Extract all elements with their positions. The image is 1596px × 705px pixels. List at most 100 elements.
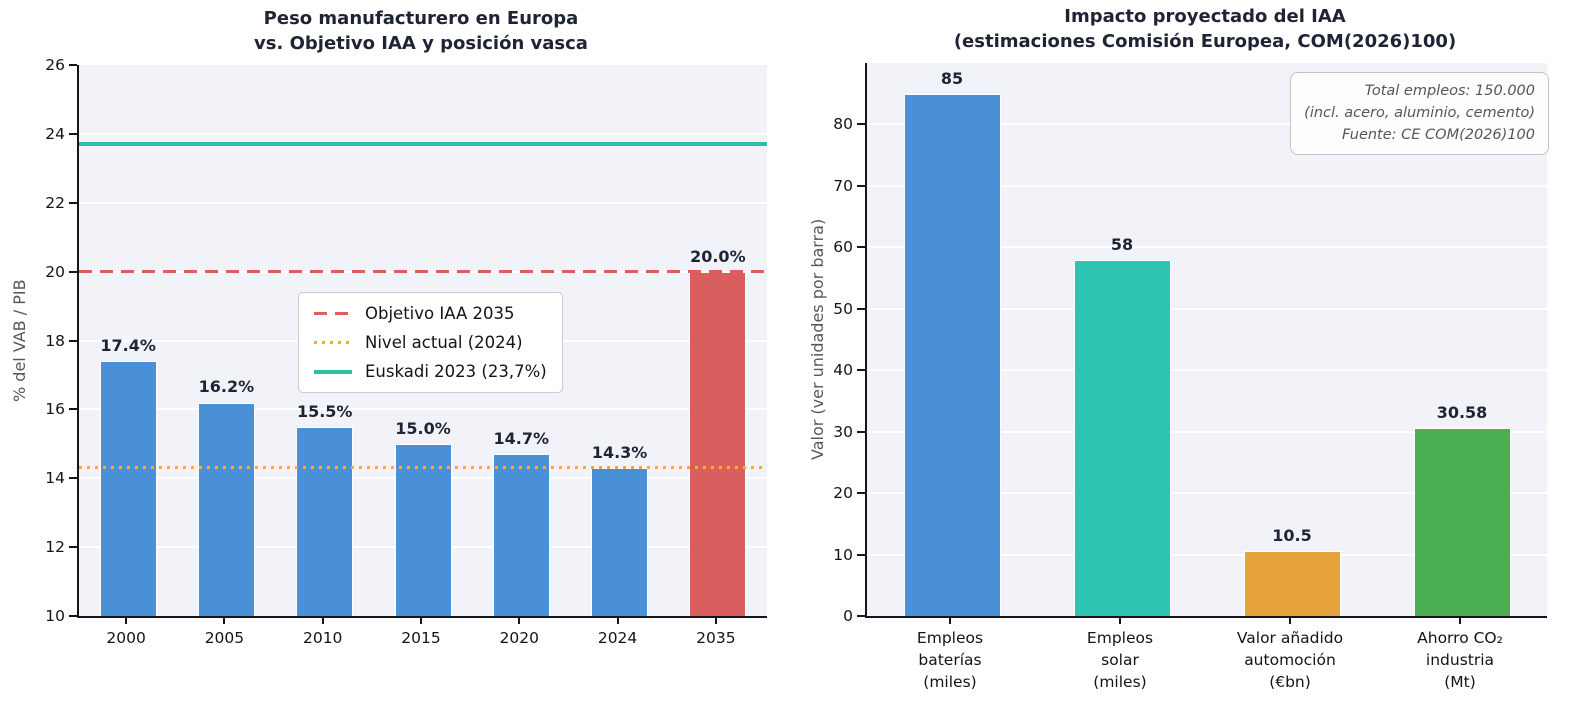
x-tick-mark xyxy=(1289,616,1291,624)
y-tick-mark xyxy=(69,408,77,411)
legend-line-sample xyxy=(314,341,352,344)
bar xyxy=(99,361,157,616)
bar-value-label: 15.0% xyxy=(395,418,451,438)
annotation-line2: (incl. acero, aluminio, cemento) xyxy=(1304,104,1535,121)
bar-value-label: 85 xyxy=(940,68,964,88)
y-tick-mark xyxy=(857,307,865,310)
x-tick-mark xyxy=(1459,616,1461,624)
y-tick-label: 50 xyxy=(833,299,853,318)
y-tick-mark xyxy=(857,492,865,495)
bar-value-label: 14.7% xyxy=(493,429,550,449)
gridline xyxy=(79,201,767,204)
legend-line-sample xyxy=(314,369,352,374)
y-tick-label: 30 xyxy=(833,422,853,441)
y-tick-mark xyxy=(69,132,77,135)
chart-title-line2: (estimaciones Comisión Europea, COM(2026… xyxy=(953,30,1457,52)
legend-row: Euskadi 2023 (23,7%) xyxy=(314,362,547,381)
x-tick-label: Empleos baterías (miles) xyxy=(916,629,984,691)
x-tick-mark xyxy=(714,616,717,624)
x-tick-mark xyxy=(616,616,619,624)
y-tick-label: 22 xyxy=(45,193,65,212)
x-tick-mark xyxy=(420,616,422,624)
y-tick-label: 10 xyxy=(833,545,853,564)
annotation-line3: Fuente: CE COM(2026)100 xyxy=(1342,126,1535,143)
y-tick-mark xyxy=(857,615,865,617)
x-tick-label: 2015 xyxy=(401,629,441,647)
legend-row: Objetivo IAA 2035 xyxy=(314,304,547,323)
y-tick-label: 20 xyxy=(45,262,65,281)
bar xyxy=(197,402,255,616)
y-tick-label: 70 xyxy=(833,176,853,195)
bar xyxy=(591,467,649,616)
bar xyxy=(903,93,1001,616)
chart-iaa-impact: Impacto proyectado del IAA (estimaciones… xyxy=(798,0,1596,705)
y-tick-label: 26 xyxy=(45,56,65,74)
y-tick-label: 10 xyxy=(45,607,65,625)
y-tick-mark xyxy=(69,546,77,549)
y-tick-label: 18 xyxy=(45,331,65,350)
x-tick-mark xyxy=(949,616,951,624)
y-tick-label: 12 xyxy=(45,538,65,557)
y-tick-mark xyxy=(69,64,77,66)
bar xyxy=(1073,259,1171,616)
y-tick-label: 40 xyxy=(833,361,853,380)
x-tick-label: 2035 xyxy=(696,629,736,647)
y-tick-mark xyxy=(69,615,77,617)
x-tick-label: 2020 xyxy=(499,629,540,647)
y-tick-label: 60 xyxy=(833,238,853,257)
legend-row: Nivel actual (2024) xyxy=(314,333,547,352)
gridline xyxy=(867,123,1547,126)
bar xyxy=(296,426,354,616)
y-axis-label: Valor (ver unidades por barra) xyxy=(808,218,827,461)
y-tick-label: 0 xyxy=(843,607,853,625)
bar-value-label: 10.5 xyxy=(1272,526,1312,546)
chart-title-line1: Peso manufacturero en Europa xyxy=(263,8,579,29)
y-tick-mark xyxy=(857,430,865,433)
y-tick-mark xyxy=(69,201,77,204)
y-tick-mark xyxy=(857,184,865,187)
chart-title-line2: vs. Objetivo IAA y posición vasca xyxy=(254,32,588,54)
y-tick-mark xyxy=(69,270,77,273)
legend-line-sample xyxy=(314,311,352,316)
x-tick-mark xyxy=(125,616,128,624)
x-tick-label: 2000 xyxy=(106,629,146,647)
x-tick-label: Empleos solar (miles) xyxy=(1086,629,1154,691)
y-tick-label: 14 xyxy=(45,469,65,488)
plot-area: Objetivo IAA 2035 Nivel actual (2024) Eusk… xyxy=(77,65,767,618)
x-tick-label: Valor añadido automoción (€bn) xyxy=(1236,629,1344,691)
y-tick-mark xyxy=(69,477,77,480)
reference-line-dotted xyxy=(79,466,767,470)
y-tick-label: 80 xyxy=(833,115,853,134)
bar-value-label: 15.5% xyxy=(296,401,353,421)
legend-label: Euskadi 2023 (23,7%) xyxy=(365,362,547,381)
gridline xyxy=(867,246,1547,249)
x-tick-label: Ahorro CO₂ industria (Mt) xyxy=(1417,629,1503,691)
bar xyxy=(1243,551,1341,616)
chart-manufacturing-share: Peso manufacturero en Europa vs. Objetiv… xyxy=(10,7,767,647)
reference-line-dashed xyxy=(79,269,767,274)
gridline xyxy=(867,369,1547,372)
y-tick-mark xyxy=(69,339,77,342)
bar-value-label: 58 xyxy=(1110,234,1134,254)
bar xyxy=(1413,428,1511,616)
bar xyxy=(492,454,550,616)
gridline xyxy=(867,307,1547,310)
gridline xyxy=(867,430,1547,433)
chart-title: Peso manufacturero en Europa vs. Objetiv… xyxy=(254,7,588,57)
bar-value-label: 30.58 xyxy=(1436,403,1488,423)
chart-title: Impacto proyectado del IAA (estimaciones… xyxy=(954,5,1456,55)
y-tick-label: 20 xyxy=(833,484,853,503)
bar-value-label: 20.0% xyxy=(690,246,746,266)
y-tick-mark xyxy=(857,369,865,372)
bar-value-label: 16.2% xyxy=(198,377,255,397)
x-tick-mark xyxy=(223,616,226,624)
x-tick-mark xyxy=(1119,616,1121,624)
y-tick-label: 24 xyxy=(45,124,65,143)
chart-title-line1: Impacto proyectado del IAA xyxy=(1064,6,1346,27)
x-tick-label: 2010 xyxy=(302,629,343,647)
gridline xyxy=(867,184,1547,187)
y-tick-label: 16 xyxy=(45,400,65,419)
x-tick-label: 2024 xyxy=(597,629,638,647)
legend: Objetivo IAA 2035 Nivel actual (2024) Eusk… xyxy=(298,292,563,393)
y-tick-mark xyxy=(857,123,865,126)
